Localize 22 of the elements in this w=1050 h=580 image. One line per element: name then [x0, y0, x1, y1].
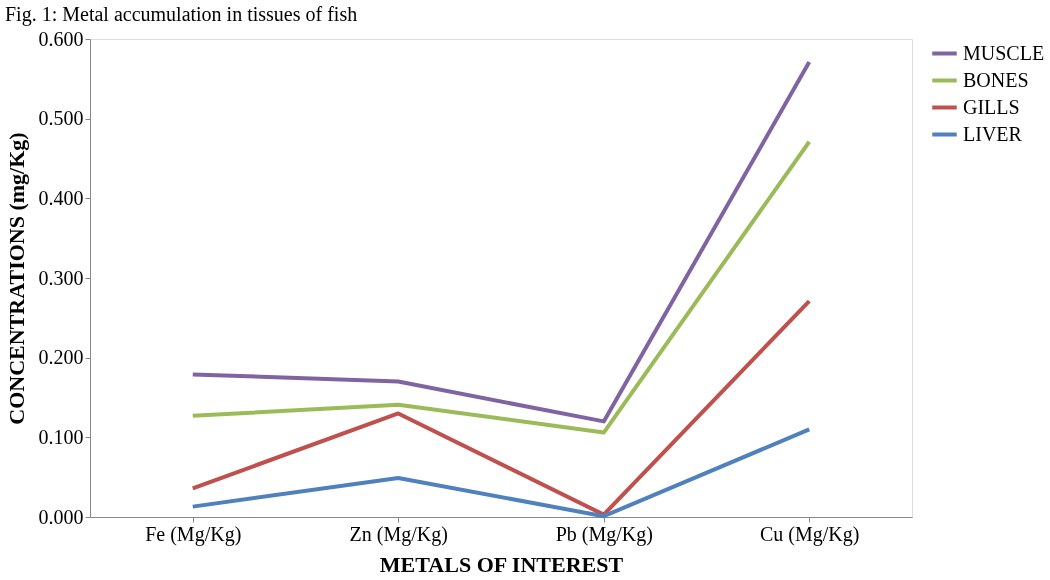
legend-label: BONES: [963, 68, 1029, 91]
y-tick-label: 0.100: [38, 425, 84, 448]
legend-label: GILLS: [963, 95, 1020, 118]
y-tick-label: 0.300: [38, 266, 84, 289]
line-series: [190, 427, 812, 519]
x-axis-title: METALS OF INTEREST: [379, 551, 624, 577]
y-tick-label: 0.600: [38, 27, 84, 50]
line-series: [190, 139, 812, 435]
line-series: [190, 60, 812, 424]
x-tick-label: Cu (Mg/Kg): [760, 522, 860, 546]
chart-title: Fig. 1: Metal accumulation in tissues of fish: [5, 3, 358, 26]
legend-label: LIVER: [963, 122, 1023, 145]
y-tick-label: 0.200: [38, 346, 84, 369]
x-tick-label: Fe (Mg/Kg): [145, 522, 242, 546]
line-series: [190, 299, 812, 517]
x-tick-label: Pb (Mg/Kg): [555, 522, 653, 546]
y-tick-label: 0.000: [38, 505, 84, 528]
x-tick-label: Zn (Mg/Kg): [349, 522, 448, 546]
y-tick-label: 0.500: [38, 107, 84, 130]
legend-label: MUSCLE: [963, 41, 1045, 64]
y-axis-title: CONCENTRATIONS (mg/Kg): [3, 132, 29, 425]
y-tick-label: 0.400: [38, 186, 84, 209]
